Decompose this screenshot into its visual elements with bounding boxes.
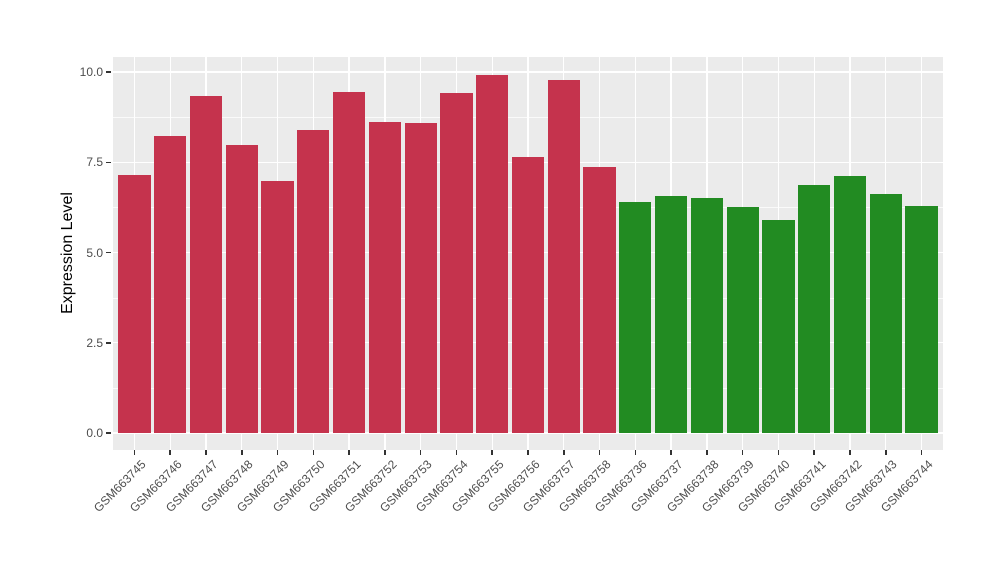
x-axis-tick [276, 450, 279, 455]
x-axis-tick [205, 450, 207, 455]
y-tick-label: 2.5 [86, 335, 103, 350]
bar-GSM663740 [762, 220, 795, 433]
x-axis-tick [241, 450, 243, 455]
y-tick-label: 10.0 [79, 65, 103, 79]
y-tick-label: 0.0 [86, 426, 103, 440]
x-axis-tick [849, 450, 851, 455]
x-axis-tick [419, 450, 422, 455]
bar-GSM663755 [476, 74, 509, 433]
y-axis-tick [106, 432, 111, 434]
y-axis-tick [106, 251, 111, 254]
y-axis-tick [106, 71, 111, 73]
x-axis-tick [312, 450, 315, 455]
bar-GSM663742 [833, 175, 867, 433]
bar-GSM663757 [547, 79, 580, 433]
bar-GSM663749 [261, 181, 294, 433]
bar-GSM663754 [440, 92, 473, 433]
bar-GSM663736 [619, 202, 652, 433]
x-axis-tick [169, 450, 171, 455]
bar-GSM663745 [118, 174, 151, 433]
bar-GSM663747 [189, 95, 223, 433]
x-axis-tick [706, 450, 708, 455]
bar-GSM663751 [333, 91, 366, 433]
plot-panel [113, 57, 943, 450]
gridline-horizontal-major [113, 432, 943, 434]
x-axis-tick [348, 450, 350, 455]
x-axis-tick [491, 450, 493, 455]
x-axis-tick [920, 450, 923, 455]
bar-GSM663746 [154, 136, 187, 433]
bar-GSM663756 [511, 157, 545, 433]
x-axis-tick [455, 450, 458, 455]
y-axis-tick [106, 342, 111, 344]
x-axis-tick [670, 450, 672, 455]
x-axis-tick [777, 450, 780, 455]
x-axis-tick [885, 450, 887, 455]
bar-GSM663743 [869, 194, 902, 433]
bar-GSM663753 [404, 122, 437, 433]
bar-GSM663758 [583, 166, 616, 433]
y-axis-tick [106, 161, 111, 163]
y-tick-label: 5.0 [86, 245, 103, 260]
bar-GSM663738 [690, 197, 723, 433]
bar-GSM663752 [368, 121, 401, 433]
gridline-horizontal-major [113, 71, 943, 73]
y-axis-title: Expression Level [59, 192, 76, 314]
y-tick-label: 7.5 [86, 155, 103, 170]
x-axis-tick [384, 450, 386, 455]
bar-GSM663748 [225, 144, 258, 433]
bar-GSM663739 [726, 207, 759, 433]
bar-GSM663741 [798, 184, 831, 433]
x-axis-tick [634, 450, 637, 455]
bar-GSM663737 [655, 195, 688, 433]
x-axis-tick [563, 450, 565, 455]
x-axis-tick [133, 450, 136, 455]
bar-GSM663744 [905, 205, 938, 433]
x-axis-tick [741, 450, 744, 455]
x-axis-tick [598, 450, 601, 455]
gridline-horizontal-minor [113, 117, 943, 118]
bar-GSM663750 [297, 129, 330, 433]
x-axis-tick [813, 450, 815, 455]
x-axis-tick [527, 450, 529, 455]
